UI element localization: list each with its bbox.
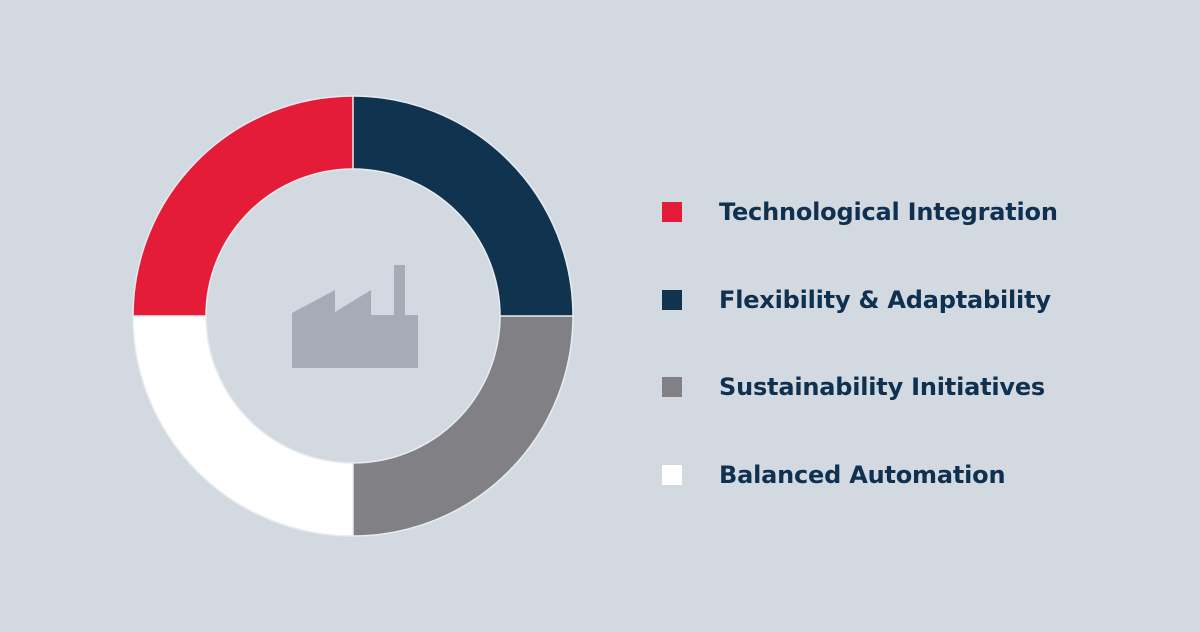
segment-technological-integration [133, 96, 353, 316]
legend-item-technological-integration: Technological Integration [662, 192, 1058, 232]
segment-dividers [132, 95, 574, 537]
legend-swatch [662, 202, 682, 222]
legend-swatch [662, 465, 682, 485]
segment-flexibility-adaptability [353, 96, 573, 316]
donut-chart-svg [132, 95, 574, 537]
legend-swatch [662, 290, 682, 310]
legend-item-flexibility-adaptability: Flexibility & Adaptability [662, 280, 1051, 320]
factory-icon [292, 265, 418, 368]
legend-label: Technological Integration [719, 198, 1058, 226]
legend-swatch [662, 377, 682, 397]
legend-label: Balanced Automation [719, 461, 1006, 489]
legend-item-balanced-automation: Balanced Automation [662, 455, 1006, 495]
donut-chart [132, 95, 574, 537]
legend-label: Flexibility & Adaptability [719, 286, 1051, 314]
segment-sustainability-initiatives [353, 316, 573, 536]
segment-balanced-automation [133, 316, 353, 536]
chart-legend: Technological Integration Flexibility & … [662, 0, 1182, 628]
legend-label: Sustainability Initiatives [719, 373, 1046, 401]
legend-item-sustainability-initiatives: Sustainability Initiatives [662, 367, 1045, 407]
